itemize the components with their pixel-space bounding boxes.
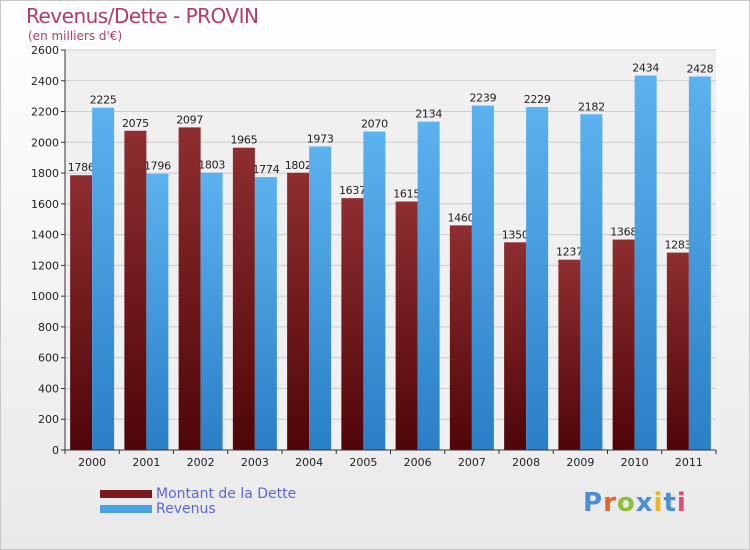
revenue-bar [471,105,494,451]
y-tick-label: 600 [38,352,59,365]
x-tick-label: 2011 [675,456,703,469]
debt-value-label: 1350 [502,228,529,241]
y-tick-label: 400 [38,382,59,395]
revenue-value-label: 2070 [361,118,388,131]
x-tick-label: 2001 [132,456,160,469]
revenue-bar [363,131,386,451]
y-tick-label: 200 [38,413,59,426]
debt-bar [124,130,147,450]
revenue-value-label: 2434 [632,62,659,75]
revenue-bar [526,107,549,451]
revenue-value-label: 2229 [524,93,551,106]
x-tick-label: 2006 [404,456,432,469]
revenue-bar [146,173,169,450]
legend: Montant de la Dette Revenus [100,485,297,517]
debt-bar [666,252,689,450]
revenue-value-label: 2428 [686,62,713,75]
debt-bar [178,127,201,450]
debt-bar [612,239,635,450]
y-tick-label: 1000 [31,290,59,303]
revenue-value-label: 2239 [469,92,496,105]
legend-item-revenue: Revenus [100,500,296,517]
debt-bar [341,198,364,450]
revenue-bar [688,76,711,450]
legend-swatch-revenue [100,504,152,513]
debt-bar [558,259,581,450]
y-tick-label: 2200 [31,106,59,119]
y-tick-label: 1600 [31,198,59,211]
debt-value-label: 2097 [176,113,203,126]
debt-value-label: 1283 [664,239,691,252]
revenue-bar [417,121,440,450]
x-tick-label: 2003 [241,456,269,469]
revenue-value-label: 1803 [198,159,225,172]
x-tick-label: 2000 [78,456,106,469]
legend-label-revenue: Revenus [156,500,216,517]
debt-value-label: 1615 [393,188,420,201]
y-tick-label: 1400 [31,229,59,242]
revenue-bar [580,114,603,451]
x-tick-label: 2009 [566,456,594,469]
revenue-bar [309,146,332,450]
y-tick-label: 800 [38,321,59,334]
chart-subtitle: (en milliers d'€) [28,29,123,43]
y-tick-label: 2600 [31,44,59,57]
x-tick-label: 2002 [187,456,215,469]
plot-area [65,50,716,450]
y-tick-label: 2400 [31,75,59,88]
proxiti-logo: Proxiti [583,488,687,518]
revenue-value-label: 2225 [90,94,117,107]
debt-bar [70,175,93,450]
y-tick-label: 1200 [31,259,59,272]
debt-value-label: 1368 [610,226,637,239]
x-tick-label: 2007 [458,456,486,469]
revenue-bar [200,172,223,450]
y-tick-label: 0 [52,444,59,457]
debt-value-label: 2075 [122,117,149,130]
x-tick-label: 2004 [295,456,323,469]
debt-bar [504,242,527,450]
debt-bar [449,225,472,450]
revenue-value-label: 1796 [144,160,171,173]
debt-value-label: 1237 [556,246,583,259]
legend-item-debt: Montant de la Dette [100,485,297,502]
debt-bar [395,201,418,450]
debt-bar [287,172,310,450]
revenue-bar [254,177,277,451]
revenue-value-label: 2182 [578,100,605,113]
revenue-value-label: 1774 [252,163,279,176]
revenue-value-label: 2134 [415,108,442,121]
chart-title: Revenus/Dette - PROVIN [26,4,259,28]
debt-value-label: 1786 [68,161,95,174]
legend-label-debt: Montant de la Dette [156,485,297,502]
debt-value-label: 1460 [447,211,474,224]
x-tick-label: 2005 [349,456,377,469]
legend-swatch-debt [100,489,152,498]
y-tick-label: 2000 [31,136,59,149]
y-tick-label: 1800 [31,167,59,180]
revenue-bar [92,107,115,450]
debt-value-label: 1802 [285,159,312,172]
revenue-bar [634,75,657,451]
x-tick-label: 2008 [512,456,540,469]
debt-bar [232,147,255,450]
debt-value-label: 1965 [230,134,257,147]
revenue-value-label: 1973 [307,132,334,145]
x-tick-label: 2010 [621,456,649,469]
debt-value-label: 1637 [339,184,366,197]
